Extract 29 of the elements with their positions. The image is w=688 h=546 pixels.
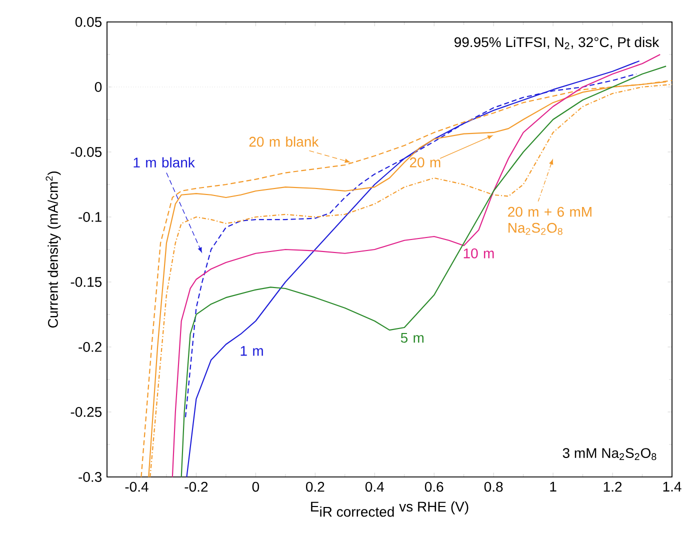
series-label: 5 m — [400, 333, 424, 343]
x-tick-label: 1.4 — [663, 482, 682, 492]
x-tick-label: 1.2 — [604, 482, 622, 492]
annotation: 99.95% LiTFSI, N$_{2}$, 32°C, Pt disk — [454, 36, 660, 50]
y-tick-label: -0.25 — [70, 407, 102, 417]
y-axis-title: Current density (mA/cm$^{2}$) — [46, 172, 61, 328]
series-label: 10 m — [464, 248, 494, 258]
annotation: 3 mM Na$_{2}$S$_{2}$O$_{8}$ — [562, 448, 656, 460]
x-tick-label: -0.2 — [184, 482, 208, 492]
x-axis-title: $\textrm{E}_{\textrm{iR corrected}}\textrm{ vs RHE (V)}$ — [311, 501, 468, 517]
x-tick-label: 1 — [550, 482, 556, 492]
y-tick-label: -0.05 — [70, 147, 102, 157]
y-tick-label: 0.05 — [75, 17, 102, 27]
text: 1 m blank — [134, 157, 195, 168]
x-tick-label: 0.2 — [306, 482, 324, 492]
y-tick-label: -0.15 — [70, 277, 102, 287]
x-tick-label: 0 — [252, 482, 260, 492]
y-tick-label: -0.1 — [78, 212, 102, 222]
series-label: 20 m + 6 mM Na$_{2}$S$_{2}$O$_{8}$ — [508, 206, 592, 235]
y-tick-label: -0.2 — [78, 342, 102, 352]
series-label: 20 m blank — [249, 136, 319, 147]
y-tick-label: -0.3 — [78, 472, 102, 482]
x-tick-label: 0.4 — [365, 482, 384, 492]
x-tick-label: 0.8 — [484, 482, 503, 492]
series-label: 20 m — [410, 157, 440, 168]
y-tick-label: 0 — [94, 82, 102, 92]
x-tick-label: 0.6 — [424, 482, 444, 492]
x-tick-label: -0.4 — [125, 482, 148, 492]
series-label: 1 m — [240, 346, 263, 356]
